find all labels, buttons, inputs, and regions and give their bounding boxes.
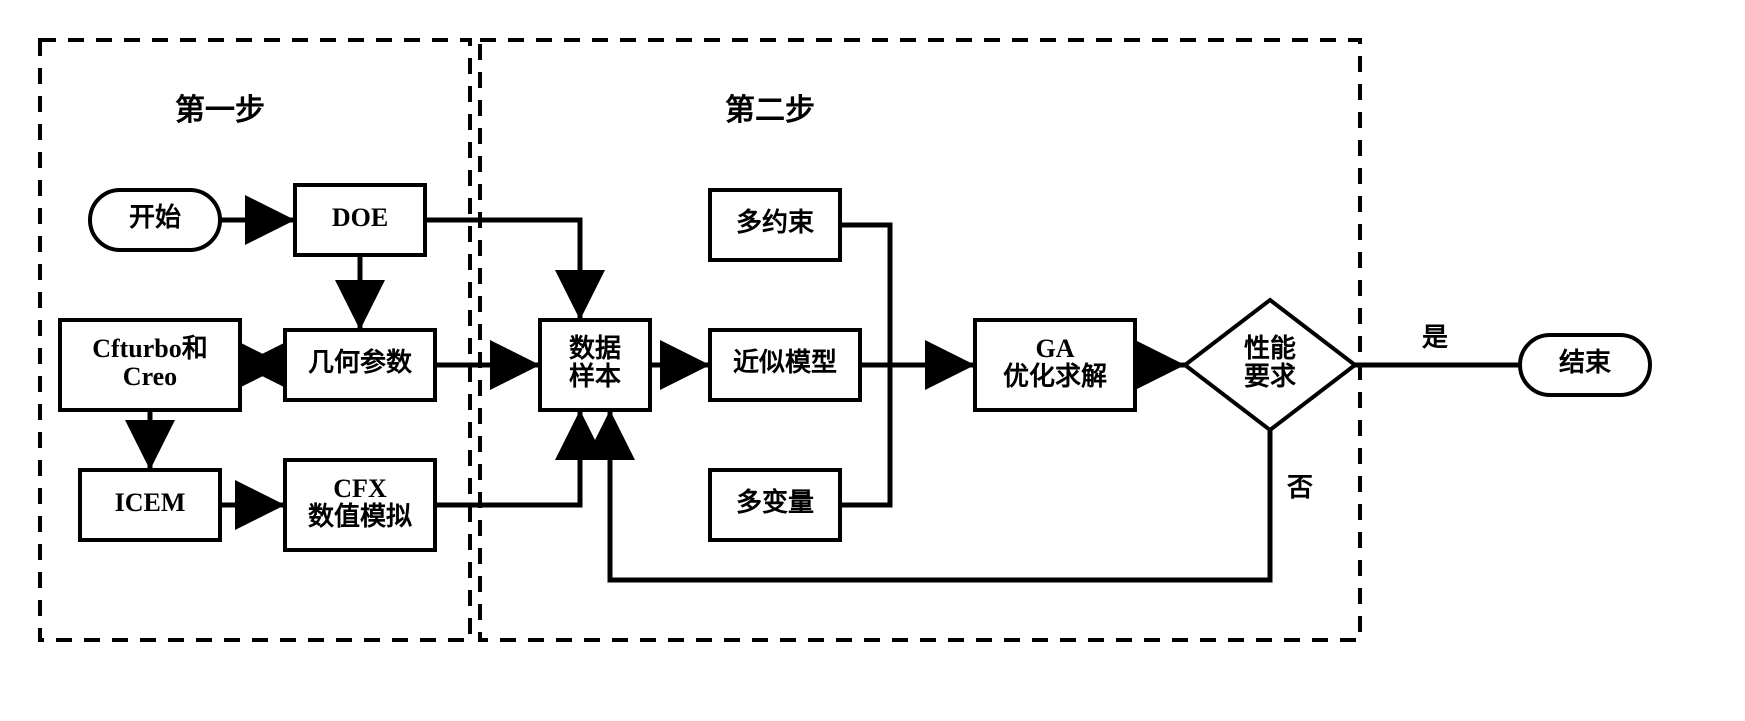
edge-label: 否 (1287, 473, 1313, 502)
node-ga: GA优化求解 (975, 320, 1135, 410)
node-label: GA (1036, 334, 1075, 363)
node-start: 开始 (90, 190, 220, 250)
node-label: CFX (333, 474, 387, 503)
node-label: 数值模拟 (308, 502, 412, 531)
node-label: 多约束 (736, 207, 815, 237)
node-label: 多变量 (736, 487, 814, 517)
node-label: ICEM (115, 488, 186, 517)
node-label: 结束 (1559, 347, 1612, 377)
flowchart: 第一步 第二步 是否 开始 DOE Cfturbo和Creo 几何参数 ICEM CFX数值… (20, 20, 1745, 701)
node-icem: ICEM (80, 470, 220, 540)
step-label: 第二步 (725, 93, 815, 127)
node-label: 几何参数 (308, 347, 413, 377)
edge (435, 410, 580, 505)
node-doe: DOE (295, 185, 425, 255)
edge-label: 是 (1422, 323, 1448, 352)
node-sample: 数据样本 (540, 320, 650, 410)
node-label: 要求 (1244, 362, 1296, 391)
step-label: 第一步 (175, 93, 265, 127)
node-end: 结束 (1520, 335, 1650, 395)
node-label: Cfturbo和 (92, 334, 208, 363)
node-cons: 多约束 (710, 190, 840, 260)
node-label: 优化求解 (1003, 362, 1107, 391)
node-label: DOE (332, 203, 388, 232)
node-geom: 几何参数 (285, 330, 435, 400)
node-label: 近似模型 (733, 348, 837, 377)
node-label: 数据 (569, 334, 621, 363)
node-perf: 性能要求 (1185, 300, 1355, 430)
node-approx: 近似模型 (710, 330, 860, 400)
edge (425, 220, 580, 320)
node-label: 性能 (1244, 333, 1296, 363)
node-label: 样本 (569, 361, 621, 391)
node-cfturbo: Cfturbo和Creo (60, 320, 240, 410)
node-cfx: CFX数值模拟 (285, 460, 435, 550)
node-vars: 多变量 (710, 470, 840, 540)
node-label: 开始 (129, 203, 181, 232)
node-label: Creo (123, 362, 177, 391)
